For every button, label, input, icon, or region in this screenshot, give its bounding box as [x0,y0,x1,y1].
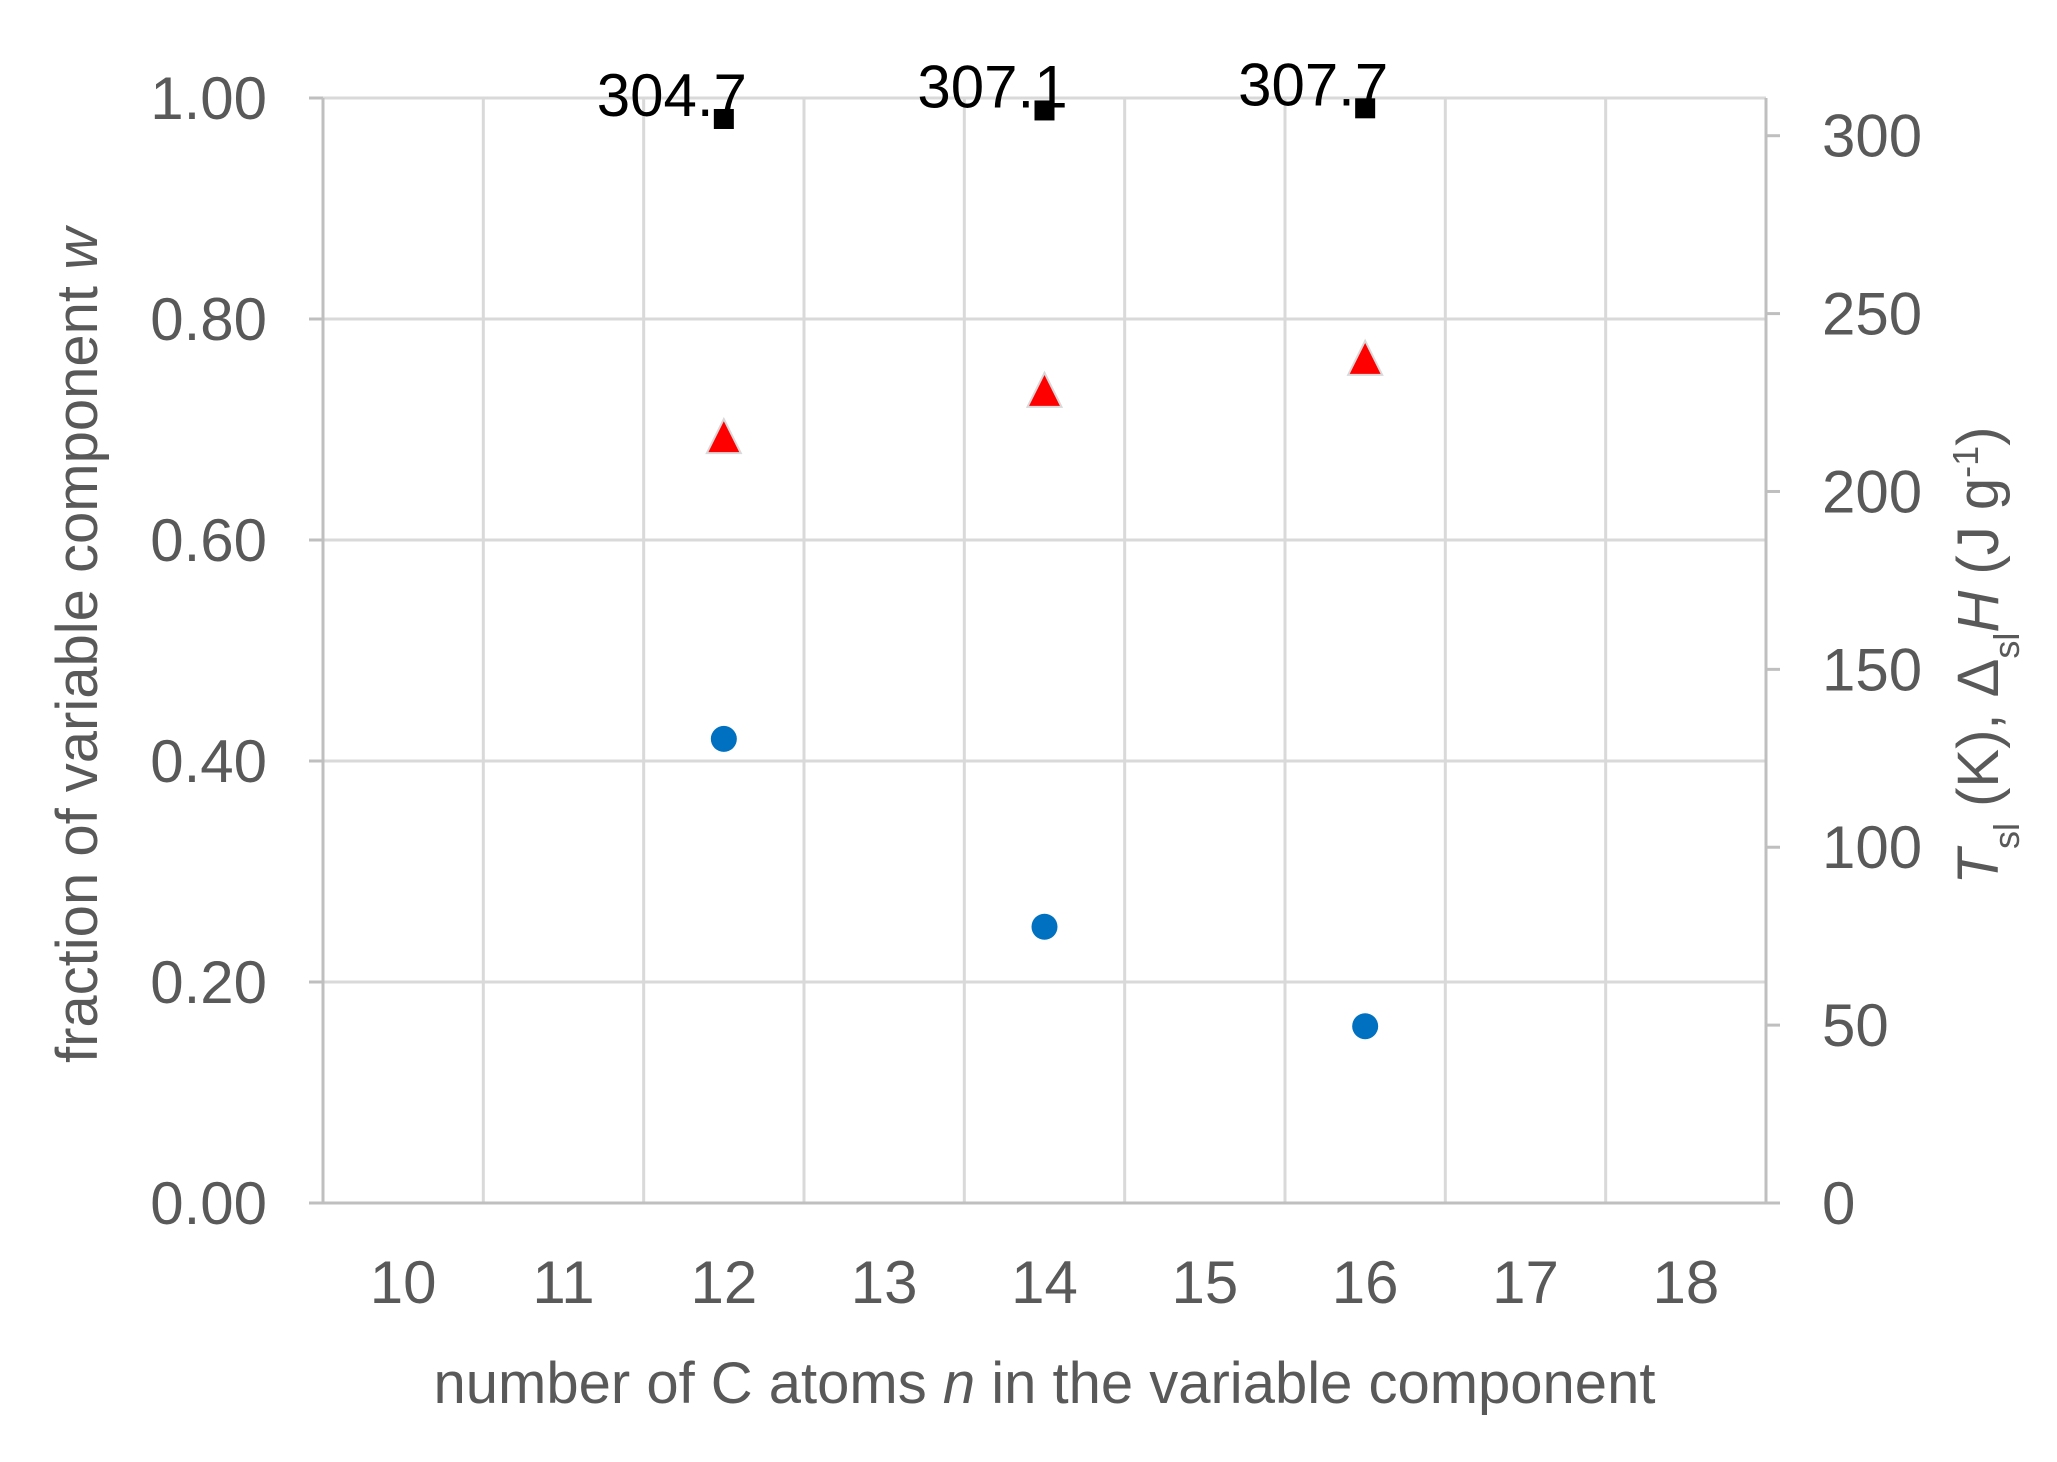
y-left-tick-label: 0.20 [150,949,267,1016]
y-right-tick-label: 100 [1822,814,1922,881]
x-tick-label: 11 [532,1249,594,1316]
y-right-tick-label: 300 [1822,103,1922,170]
series-circle-marker [710,725,737,752]
y-left-tick-label: 0.60 [150,507,267,574]
series-triangle-marker [705,416,743,455]
y-left-tick-label: 1.00 [150,65,267,132]
gridlines [321,96,1768,1205]
series-triangle-marker [1025,370,1064,408]
y-left-tick-label: 0.00 [150,1170,267,1237]
series-square-marker [713,108,734,129]
y-right-tick-label: 150 [1822,636,1922,703]
data-labels: 304.7 307.1 307.7 [597,51,1388,129]
x-tick-label: 16 [1332,1249,1399,1316]
y-right-tick-label: 250 [1822,281,1922,348]
y-axis-right-title: Tsl (K), ΔslH (J g-1) [1945,427,2027,885]
y-right-tick-label: 0 [1822,1170,1855,1237]
x-tick-label: 13 [851,1249,918,1316]
data-label: 307.1 [917,53,1067,120]
x-tick-label: 18 [1652,1249,1719,1316]
x-tick-label: 14 [1011,1249,1078,1316]
x-tick-label: 17 [1492,1249,1559,1316]
y-right-tick-label: 200 [1822,458,1922,525]
y-axis-left-title: fraction of variable component w [45,225,110,1063]
tick-labels: 0.00 0.20 0.40 0.60 0.80 1.00 0 50 100 150 200 250 3… [150,65,1922,1316]
y-left-tick-label: 0.40 [150,728,267,795]
data-label: 307.7 [1238,51,1388,118]
series-circle-marker [1031,913,1058,940]
series-circle-marker [1352,1013,1379,1040]
data-marks [705,98,1384,1040]
x-axis-title: number of C atoms n in the variable comp… [434,1351,1656,1416]
data-label: 304.7 [597,62,747,129]
y-left-tick-label: 0.80 [150,286,267,353]
axes [321,98,1768,1205]
series-square-marker [1034,100,1055,121]
series-triangle-marker [1346,338,1384,376]
y-right-tick-label: 50 [1822,992,1889,1059]
series-square-marker [1355,98,1376,119]
x-tick-label: 15 [1171,1249,1238,1316]
x-tick-label: 10 [370,1249,437,1316]
x-tick-label: 12 [690,1249,757,1316]
